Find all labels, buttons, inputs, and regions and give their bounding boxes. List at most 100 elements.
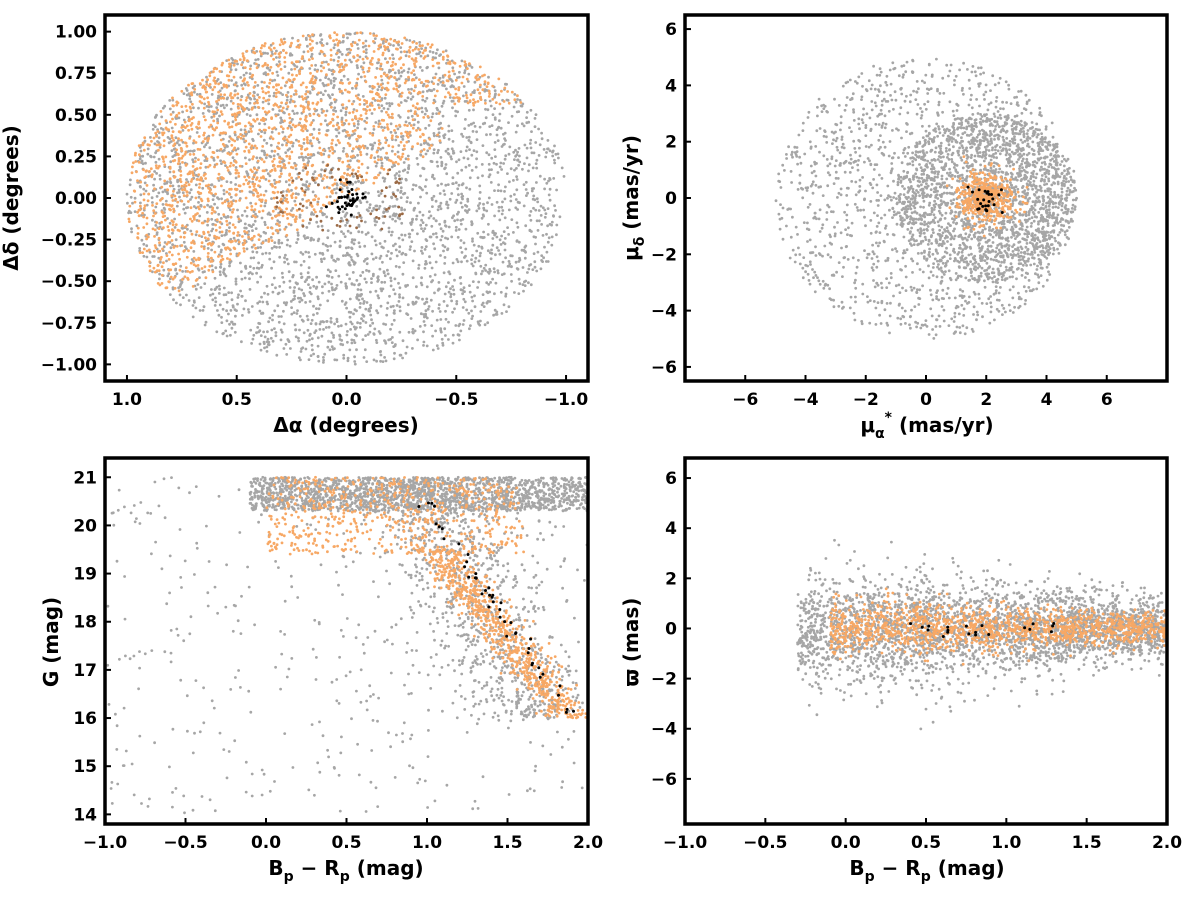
scatter-point bbox=[516, 225, 520, 229]
scatter-point bbox=[211, 208, 214, 212]
scatter-point bbox=[305, 185, 309, 189]
scatter-point bbox=[153, 212, 157, 215]
scatter-point bbox=[254, 58, 258, 62]
scatter-point bbox=[274, 286, 277, 290]
scatter-point bbox=[161, 131, 164, 135]
scatter-point bbox=[462, 241, 466, 245]
scatter-point bbox=[203, 219, 207, 223]
scatter-point bbox=[333, 182, 337, 186]
scatter-point bbox=[223, 119, 227, 123]
scatter-point bbox=[179, 180, 183, 184]
scatter-point bbox=[327, 94, 331, 98]
scatter-point bbox=[290, 68, 293, 71]
scatter-point bbox=[229, 99, 233, 103]
scatter-point bbox=[477, 259, 481, 263]
scatter-point bbox=[408, 39, 412, 42]
scatter-point bbox=[425, 96, 429, 100]
scatter-point bbox=[487, 168, 491, 172]
scatter-point bbox=[210, 192, 213, 195]
scatter-point bbox=[136, 232, 140, 235]
scatter-point bbox=[350, 338, 354, 342]
scatter-point bbox=[185, 194, 189, 197]
scatter-point bbox=[253, 173, 256, 177]
scatter-point bbox=[403, 50, 406, 53]
scatter-point bbox=[157, 157, 161, 161]
scatter-point bbox=[345, 153, 349, 157]
scatter-point bbox=[527, 267, 531, 271]
scatter-point bbox=[203, 102, 207, 106]
scatter-point bbox=[188, 153, 192, 156]
scatter-point bbox=[212, 158, 216, 162]
scatter-point bbox=[419, 195, 422, 199]
scatter-point bbox=[280, 271, 284, 275]
scatter-point bbox=[276, 219, 280, 223]
scatter-point bbox=[400, 155, 404, 159]
scatter-point bbox=[180, 105, 184, 108]
scatter-point bbox=[170, 134, 174, 138]
scatter-point bbox=[435, 318, 439, 322]
scatter-point bbox=[143, 181, 147, 185]
scatter-point bbox=[548, 187, 552, 191]
scatter-point bbox=[354, 115, 357, 118]
scatter-point bbox=[258, 342, 262, 346]
scatter-point bbox=[358, 282, 361, 286]
scatter-point bbox=[385, 61, 389, 64]
scatter-point bbox=[492, 267, 496, 271]
scatter-point bbox=[225, 223, 229, 227]
scatter-point bbox=[293, 260, 296, 264]
scatter-point bbox=[365, 116, 369, 120]
scatter-point bbox=[413, 62, 416, 66]
scatter-point bbox=[308, 332, 312, 336]
scatter-point bbox=[353, 355, 356, 359]
scatter-point bbox=[451, 149, 455, 153]
scatter-point bbox=[464, 149, 468, 153]
scatter-point bbox=[416, 120, 420, 124]
scatter-point bbox=[199, 191, 203, 195]
scatter-point bbox=[330, 345, 334, 349]
scatter-point bbox=[411, 188, 415, 191]
scatter-point bbox=[545, 151, 548, 154]
scatter-point bbox=[418, 128, 422, 132]
scatter-point bbox=[227, 312, 230, 316]
scatter-point bbox=[257, 105, 260, 109]
scatter-point bbox=[285, 193, 289, 197]
scatter-point bbox=[507, 233, 510, 236]
scatter-point bbox=[378, 332, 382, 335]
scatter-point bbox=[396, 135, 399, 139]
scatter-point bbox=[436, 151, 439, 155]
scatter-point bbox=[191, 170, 194, 174]
scatter-point bbox=[229, 309, 233, 312]
scatter-point bbox=[340, 120, 344, 124]
scatter-point bbox=[454, 87, 457, 91]
scatter-point bbox=[447, 270, 451, 274]
scatter-point bbox=[524, 180, 528, 184]
scatter-point bbox=[332, 70, 336, 74]
scatter-point bbox=[385, 110, 388, 114]
scatter-point bbox=[482, 230, 485, 234]
scatter-point bbox=[378, 257, 382, 260]
scatter-point bbox=[142, 148, 146, 152]
scatter-point bbox=[550, 220, 554, 224]
scatter-point bbox=[229, 181, 233, 184]
scatter-point bbox=[169, 120, 172, 124]
scatter-point bbox=[328, 195, 332, 199]
scatter-point bbox=[221, 332, 225, 336]
scatter-point bbox=[215, 67, 219, 71]
scatter-point bbox=[513, 158, 516, 162]
scatter-point bbox=[493, 96, 496, 99]
scatter-point bbox=[312, 81, 315, 85]
scatter-point bbox=[270, 117, 273, 120]
scatter-point bbox=[206, 223, 210, 227]
scatter-point bbox=[468, 148, 471, 152]
scatter-point bbox=[293, 199, 297, 203]
scatter-point bbox=[508, 180, 511, 184]
scatter-point bbox=[475, 157, 478, 161]
scatter-point bbox=[352, 325, 356, 329]
scatter-point bbox=[249, 201, 253, 205]
scatter-point bbox=[219, 147, 223, 151]
scatter-point bbox=[192, 263, 196, 266]
scatter-point bbox=[180, 244, 184, 247]
scatter-point bbox=[171, 286, 175, 290]
scatter-point bbox=[348, 348, 352, 352]
scatter-point bbox=[450, 99, 454, 103]
